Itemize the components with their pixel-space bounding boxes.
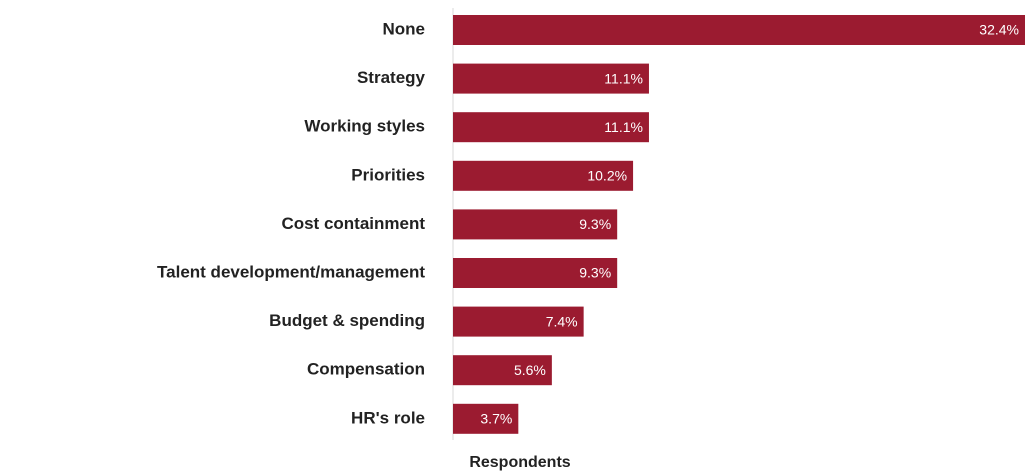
bar bbox=[453, 403, 519, 434]
category-label: Priorities bbox=[351, 165, 425, 184]
value-label: 11.1% bbox=[604, 119, 643, 135]
value-label: 7.4% bbox=[546, 313, 578, 329]
value-label: 5.6% bbox=[514, 362, 546, 378]
bar bbox=[453, 112, 649, 143]
bar bbox=[453, 209, 618, 240]
category-label: HR's role bbox=[351, 408, 425, 427]
category-label: Working styles bbox=[304, 117, 425, 136]
category-label: Strategy bbox=[357, 68, 426, 87]
bar bbox=[453, 355, 552, 386]
bar bbox=[453, 306, 584, 337]
bar bbox=[453, 160, 634, 191]
value-label: 3.7% bbox=[480, 411, 512, 427]
bar bbox=[453, 15, 1025, 45]
value-label: 32.4% bbox=[979, 22, 1019, 38]
x-axis-label: Respondents bbox=[469, 454, 570, 471]
bar bbox=[453, 63, 649, 94]
bar bbox=[453, 258, 618, 288]
category-label: Compensation bbox=[307, 360, 425, 379]
category-label: Cost containment bbox=[281, 214, 425, 233]
category-label: Budget & spending bbox=[269, 311, 425, 330]
category-label: Talent development/management bbox=[157, 262, 425, 281]
value-label: 11.1% bbox=[604, 70, 643, 86]
value-label: 10.2% bbox=[587, 168, 627, 184]
category-label: None bbox=[383, 19, 426, 38]
value-label: 9.3% bbox=[579, 265, 611, 281]
value-label: 9.3% bbox=[579, 216, 611, 232]
